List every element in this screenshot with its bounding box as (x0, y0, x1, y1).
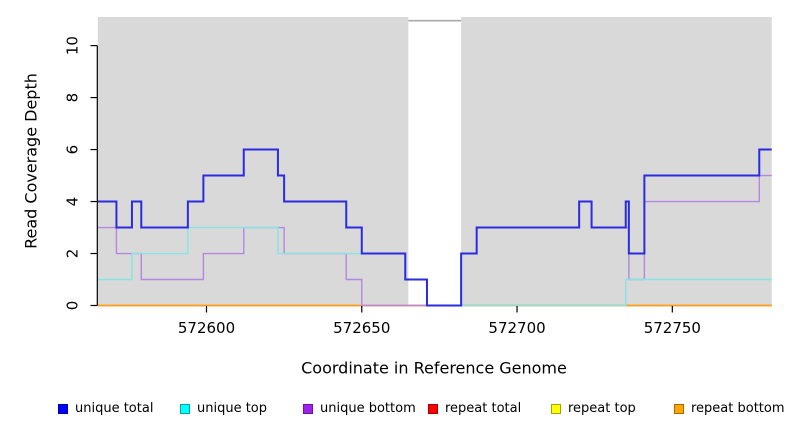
legend-label: unique bottom (320, 401, 416, 416)
legend: unique total unique top unique bottom repea… (0, 399, 792, 419)
legend-label: repeat total (445, 401, 522, 416)
legend-swatch-unique-top (180, 404, 190, 414)
legend-swatch-unique-bottom (303, 404, 313, 414)
legend-swatch-repeat-total (428, 404, 438, 414)
legend-swatch-unique-total (58, 404, 68, 414)
legend-item-unique-bottom: unique bottom (303, 399, 416, 419)
x-tick-label: 572650 (333, 319, 390, 337)
legend-swatch-repeat-bottom (674, 404, 684, 414)
y-tick-label: 6 (64, 145, 82, 155)
legend-item-unique-top: unique top (180, 399, 267, 419)
y-tick-label: 10 (64, 36, 82, 55)
y-tick-label: 8 (64, 93, 82, 103)
x-tick-label: 572750 (644, 319, 701, 337)
legend-swatch-repeat-top (551, 404, 561, 414)
x-tick-label: 572600 (178, 319, 235, 337)
y-tick-label: 0 (64, 301, 82, 311)
legend-label: unique total (75, 401, 154, 416)
y-tick-label: 2 (64, 249, 82, 259)
legend-item-repeat-top: repeat top (551, 399, 636, 419)
legend-label: repeat bottom (691, 401, 785, 416)
series-line-unique-top (97, 226, 772, 307)
legend-item-repeat-bottom: repeat bottom (674, 399, 785, 419)
x-tick-label: 572700 (488, 319, 545, 337)
legend-label: unique top (197, 401, 268, 416)
x-axis-title: Coordinate in Reference Genome (301, 358, 567, 378)
uncovered-gap-band (408, 17, 462, 306)
y-axis-title: Read Coverage Depth (21, 73, 41, 249)
series-line-unique-total (97, 148, 772, 307)
legend-item-repeat-total: repeat total (428, 399, 521, 419)
y-tick-label: 4 (64, 197, 82, 207)
legend-label: repeat top (568, 401, 636, 416)
legend-item-unique-total: unique total (58, 399, 153, 419)
